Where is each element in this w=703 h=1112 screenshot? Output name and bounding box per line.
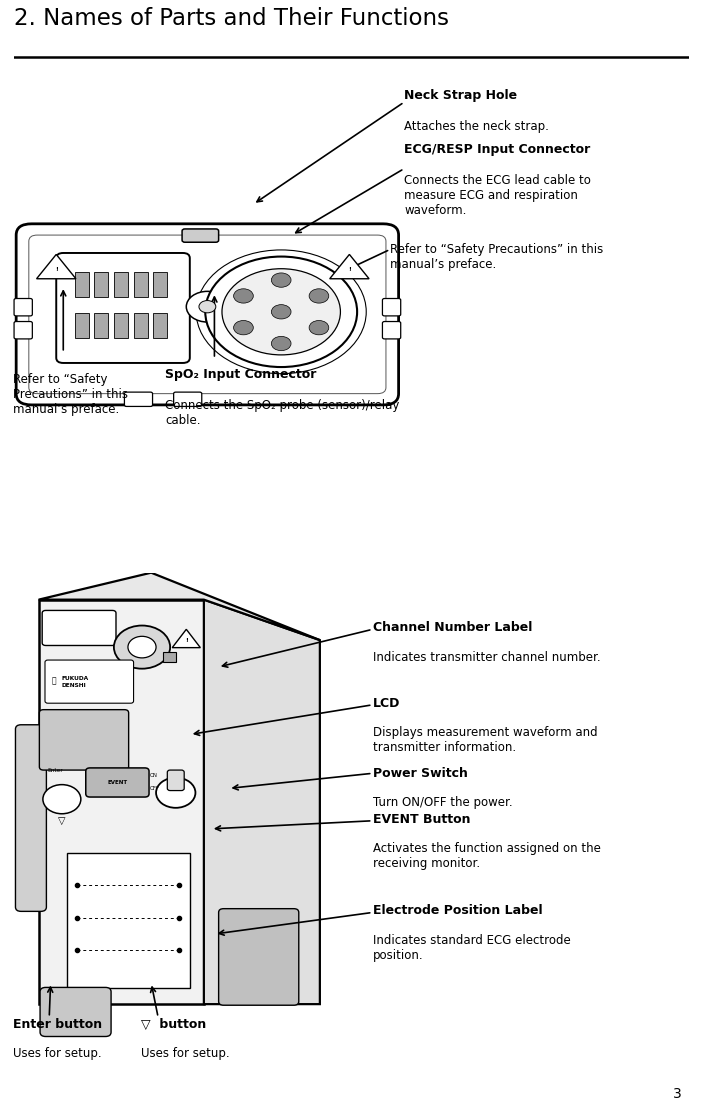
Circle shape [271, 272, 291, 287]
Circle shape [43, 785, 81, 814]
Text: 3: 3 [673, 1086, 682, 1101]
Bar [163, 652, 176, 662]
Text: !: ! [348, 267, 351, 272]
Bar [94, 312, 108, 338]
Text: EVENT Button: EVENT Button [373, 813, 470, 826]
Text: Neck Strap Hole: Neck Strap Hole [404, 89, 517, 102]
Circle shape [222, 269, 340, 355]
Text: Turn ON/OFF the power.: Turn ON/OFF the power. [373, 796, 512, 810]
Text: !: ! [55, 267, 58, 272]
Text: SpO₂ Input Connector: SpO₂ Input Connector [165, 368, 316, 381]
Bar [114, 312, 128, 338]
Polygon shape [172, 629, 200, 647]
Text: Attaches the neck strap.: Attaches the neck strap. [404, 120, 549, 133]
Text: DENSHI: DENSHI [62, 684, 86, 688]
Text: Indicates standard ECG electrode
position.: Indicates standard ECG electrode positio… [373, 934, 570, 962]
FancyBboxPatch shape [182, 229, 219, 242]
Text: Indicates transmitter channel number.: Indicates transmitter channel number. [373, 651, 600, 664]
Bar [75, 312, 89, 338]
Text: Connects the SpO₂ probe (sensor)/relay
cable.: Connects the SpO₂ probe (sensor)/relay c… [165, 399, 399, 427]
Bar [153, 272, 167, 298]
Polygon shape [204, 599, 320, 1004]
Polygon shape [67, 853, 190, 987]
Polygon shape [39, 599, 204, 1004]
Bar [134, 272, 148, 298]
Text: ▽: ▽ [58, 816, 65, 826]
Bar [134, 312, 148, 338]
Circle shape [233, 289, 253, 304]
Text: Activates the function assigned on the
receiving monitor.: Activates the function assigned on the r… [373, 843, 600, 871]
Bar [75, 272, 89, 298]
FancyBboxPatch shape [14, 321, 32, 339]
FancyBboxPatch shape [174, 393, 202, 407]
FancyBboxPatch shape [124, 393, 153, 407]
Circle shape [309, 289, 329, 304]
FancyBboxPatch shape [45, 661, 134, 703]
Circle shape [114, 626, 170, 668]
FancyBboxPatch shape [42, 610, 116, 645]
FancyBboxPatch shape [14, 298, 32, 316]
Text: Displays measurement waveform and
transmitter information.: Displays measurement waveform and transm… [373, 726, 598, 754]
Text: Uses for setup.: Uses for setup. [13, 1048, 101, 1060]
Circle shape [233, 320, 253, 335]
FancyBboxPatch shape [39, 709, 129, 771]
FancyBboxPatch shape [15, 725, 46, 912]
FancyBboxPatch shape [56, 252, 190, 363]
Text: Connects the ECG lead cable to
measure ECG and respiration
waveform.: Connects the ECG lead cable to measure E… [404, 173, 591, 217]
FancyBboxPatch shape [167, 771, 184, 791]
Text: Channel Number Label: Channel Number Label [373, 622, 532, 634]
Text: LCD: LCD [373, 697, 400, 709]
Text: ECG/RESP Input Connector: ECG/RESP Input Connector [404, 143, 591, 156]
Text: OFF: OFF [150, 786, 160, 791]
Bar [114, 272, 128, 298]
Circle shape [271, 305, 291, 319]
Polygon shape [39, 573, 320, 641]
Circle shape [156, 777, 195, 807]
FancyBboxPatch shape [219, 909, 299, 1005]
Text: ▽  button: ▽ button [141, 1017, 206, 1031]
Circle shape [186, 291, 228, 322]
Text: ⓕ: ⓕ [52, 676, 57, 685]
Polygon shape [37, 255, 76, 279]
Text: Refer to “Safety
Precautions” in this
manual’s preface.: Refer to “Safety Precautions” in this ma… [13, 374, 128, 416]
Circle shape [309, 320, 329, 335]
Circle shape [128, 636, 156, 658]
FancyBboxPatch shape [382, 321, 401, 339]
Bar [153, 312, 167, 338]
FancyBboxPatch shape [40, 987, 111, 1036]
Text: EVENT: EVENT [108, 780, 127, 785]
Text: ON: ON [150, 773, 157, 778]
Text: FUKUDA: FUKUDA [62, 676, 89, 682]
Circle shape [199, 300, 216, 312]
Text: Uses for setup.: Uses for setup. [141, 1048, 229, 1060]
Text: Enter button: Enter button [13, 1017, 102, 1031]
FancyBboxPatch shape [86, 768, 149, 797]
Text: !: ! [185, 638, 188, 644]
Text: Refer to “Safety Precautions” in this
manual’s preface.: Refer to “Safety Precautions” in this ma… [390, 242, 603, 270]
Text: Electrode Position Label: Electrode Position Label [373, 904, 542, 917]
Circle shape [271, 336, 291, 350]
Polygon shape [330, 255, 369, 279]
FancyBboxPatch shape [16, 224, 399, 405]
Circle shape [205, 257, 357, 367]
Text: 2. Names of Parts and Their Functions: 2. Names of Parts and Their Functions [14, 8, 449, 30]
Text: Power Switch: Power Switch [373, 767, 467, 780]
FancyBboxPatch shape [382, 298, 401, 316]
Bar [94, 272, 108, 298]
Text: Enter: Enter [48, 768, 63, 773]
